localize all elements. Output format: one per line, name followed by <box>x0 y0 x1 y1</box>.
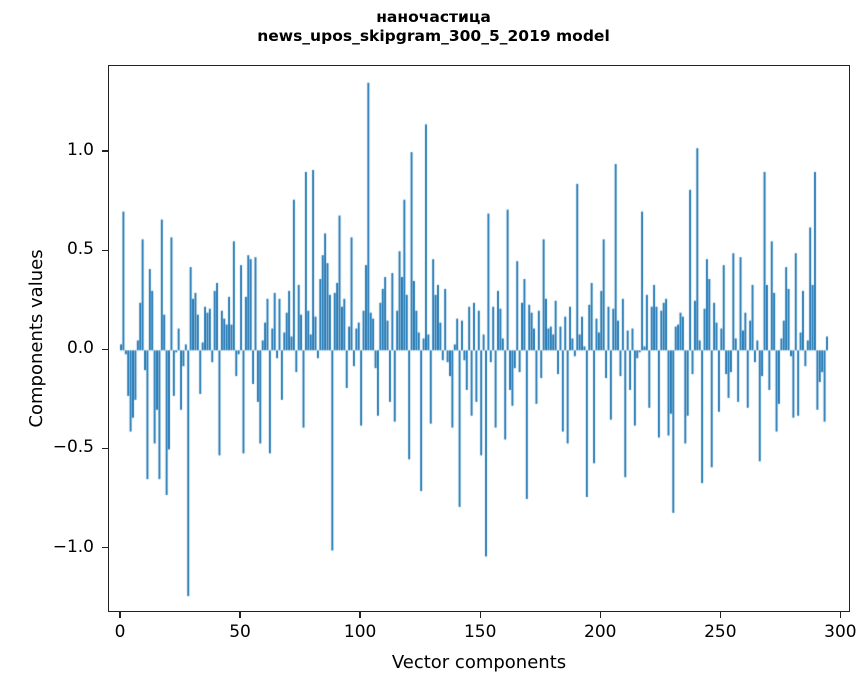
x-tick-label: 300 <box>824 622 857 642</box>
x-tick-mark <box>119 612 121 618</box>
y-tick-label: 1.0 <box>66 140 94 161</box>
x-tick-mark <box>599 612 601 618</box>
chart-title: наночастица news_upos_skipgram_300_5_201… <box>0 8 867 46</box>
chart-title-line-2: news_upos_skipgram_300_5_2019 model <box>257 27 610 46</box>
chart-title-line-1: наночастица <box>376 8 491 26</box>
bar-series-canvas <box>109 66 849 611</box>
x-tick-label: 100 <box>343 622 377 642</box>
x-tick-mark <box>479 612 481 618</box>
y-tick-mark <box>102 348 108 350</box>
x-tick-label: 50 <box>229 622 251 642</box>
x-tick-mark <box>839 612 842 618</box>
y-tick-mark <box>102 447 108 450</box>
x-tick-mark <box>359 612 361 618</box>
x-tick-label: 200 <box>584 622 617 642</box>
y-tick-label: −1.0 <box>52 536 94 557</box>
y-tick-mark <box>102 546 108 549</box>
x-tick-label: 0 <box>114 622 126 642</box>
x-tick-mark <box>239 612 241 618</box>
y-tick-label: 0.5 <box>66 239 94 260</box>
x-tick-label: 150 <box>463 622 497 642</box>
x-tick-mark <box>719 612 721 618</box>
x-tick-label: 250 <box>704 622 737 642</box>
x-axis-label: Vector components <box>391 652 567 673</box>
y-tick-label: −0.5 <box>52 437 94 458</box>
y-tick-label: 0.0 <box>66 338 94 359</box>
y-axis-label: Components values <box>26 249 47 428</box>
y-tick-mark <box>102 249 108 251</box>
y-tick-mark <box>102 150 108 152</box>
plot-area <box>108 65 850 612</box>
